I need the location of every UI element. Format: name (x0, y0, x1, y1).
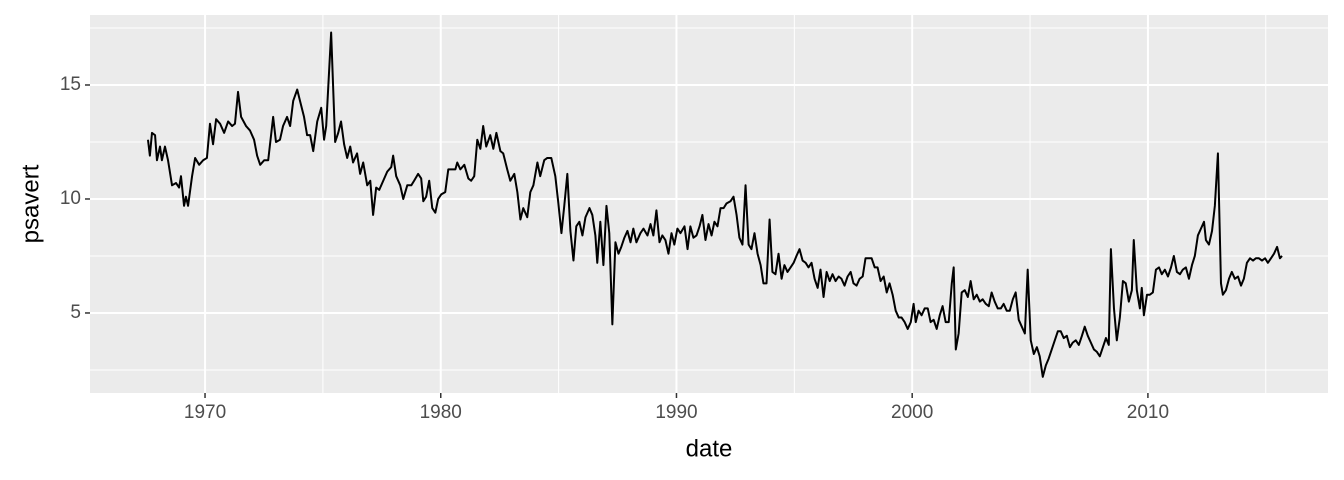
x-axis-title: date (686, 435, 733, 462)
x-tick-label: 2000 (891, 402, 933, 423)
y-tick-label: 15 (60, 74, 81, 95)
grid (90, 15, 1328, 393)
plot (146, 31, 1283, 378)
y-axis-title: psavert (17, 164, 44, 243)
x-tick-label: 1980 (420, 402, 462, 423)
x-tick-label: 2010 (1127, 402, 1169, 423)
y-tick-label: 10 (60, 188, 81, 209)
series-line (146, 31, 1283, 378)
x-tick-label: 1990 (655, 402, 697, 423)
x-tick-label: 1970 (184, 402, 226, 423)
y-tick-label: 5 (70, 302, 81, 323)
panel-background (90, 15, 1328, 393)
